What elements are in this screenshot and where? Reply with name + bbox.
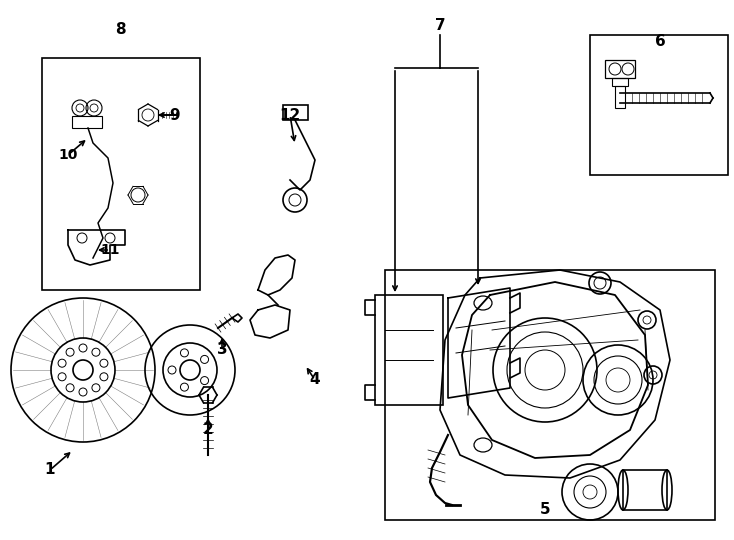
Bar xyxy=(283,105,308,120)
Bar xyxy=(375,295,443,405)
Text: 5: 5 xyxy=(539,503,550,517)
Text: 4: 4 xyxy=(310,373,320,388)
Text: 6: 6 xyxy=(655,35,666,50)
Bar xyxy=(72,116,102,128)
Text: 10: 10 xyxy=(58,148,78,162)
Text: 9: 9 xyxy=(170,107,181,123)
Text: 8: 8 xyxy=(115,23,126,37)
Bar xyxy=(623,470,667,510)
Bar xyxy=(605,60,635,78)
Bar xyxy=(612,78,628,86)
Text: 1: 1 xyxy=(45,462,55,477)
Text: 7: 7 xyxy=(435,17,446,32)
Bar xyxy=(42,58,200,290)
Bar xyxy=(590,35,728,175)
Bar xyxy=(385,270,715,520)
Bar xyxy=(615,86,625,108)
Text: 11: 11 xyxy=(101,243,120,257)
Text: 3: 3 xyxy=(217,342,228,357)
Text: 2: 2 xyxy=(203,422,214,437)
Text: 12: 12 xyxy=(280,107,301,123)
